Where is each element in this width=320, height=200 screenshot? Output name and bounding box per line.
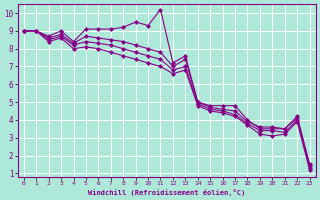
X-axis label: Windchill (Refroidissement éolien,°C): Windchill (Refroidissement éolien,°C) <box>88 189 245 196</box>
